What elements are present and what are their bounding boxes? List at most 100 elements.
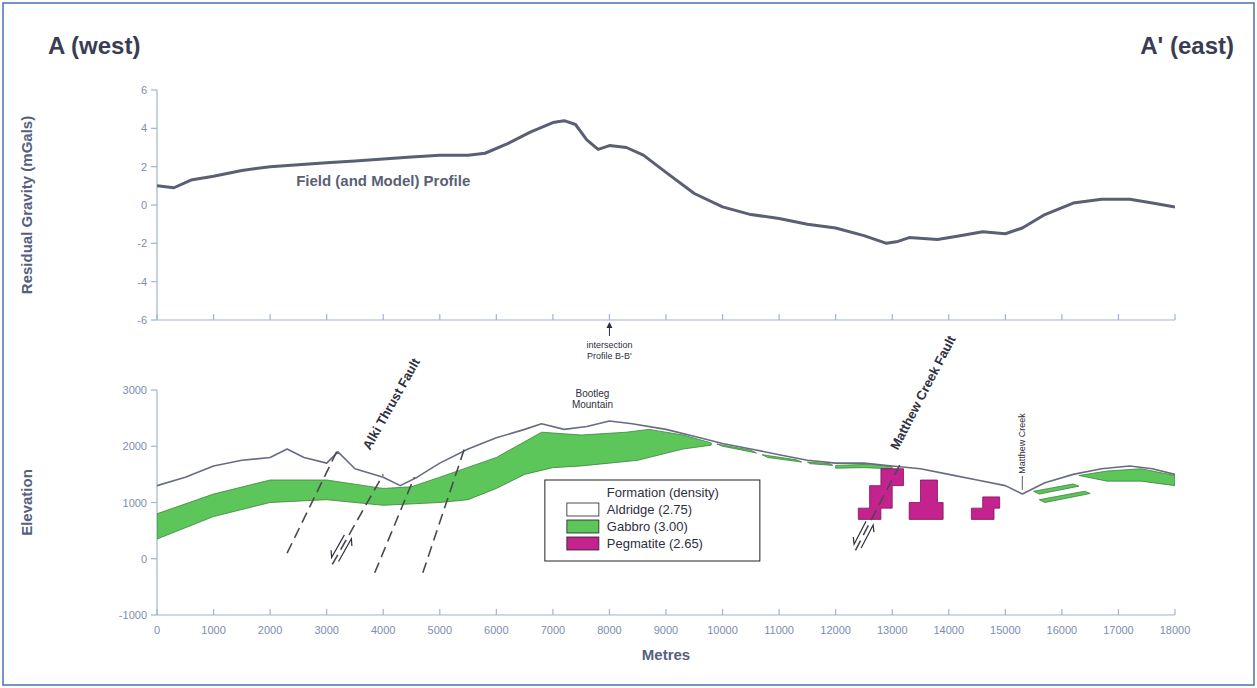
y-tick-label: 1000 [123, 497, 147, 509]
x-tick-label: 9000 [654, 624, 678, 636]
x-tick [1118, 609, 1119, 615]
annotation-text: Matthew Creek [1017, 413, 1027, 474]
x-tick [496, 609, 497, 615]
formation-body [909, 480, 943, 519]
y-tick [151, 281, 157, 282]
y-tick-label: 2 [141, 161, 147, 173]
x-tick-label: 5000 [428, 624, 452, 636]
y-axis-title: Residual Gravity (mGals) [18, 116, 35, 294]
axes: -6-4-20246Residual Gravity (mGals) [18, 84, 1175, 326]
legend-swatch [567, 520, 599, 533]
x-tick [835, 314, 836, 320]
x-tick [213, 314, 214, 320]
x-tick-label: 8000 [597, 624, 621, 636]
x-tick [1174, 314, 1175, 320]
header-left: A (west) [48, 32, 140, 59]
x-tick-label: 12000 [820, 624, 851, 636]
x-tick [948, 314, 949, 320]
annotation-arrowhead [606, 322, 612, 328]
x-tick [609, 314, 610, 320]
gravity-line [157, 121, 1175, 244]
y-tick [151, 614, 157, 615]
y-tick-label: -4 [137, 276, 147, 288]
x-tick [665, 609, 666, 615]
x-tick [326, 609, 327, 615]
y-tick-label: 3000 [123, 384, 147, 396]
x-tick-label: 14000 [933, 624, 964, 636]
x-tick-label: 16000 [1047, 624, 1078, 636]
x-tick [948, 609, 949, 615]
y-tick [151, 446, 157, 447]
y-tick-label: -1000 [119, 609, 147, 621]
y-tick [151, 166, 157, 167]
x-tick [213, 609, 214, 615]
x-tick [326, 314, 327, 320]
x-tick [156, 314, 157, 320]
x-tick-label: 15000 [990, 624, 1021, 636]
y-tick [151, 89, 157, 90]
y-tick-label: 6 [141, 84, 147, 96]
y-tick [151, 558, 157, 559]
fault-line [855, 463, 900, 550]
x-tick-label: 18000 [1160, 624, 1191, 636]
x-tick [779, 609, 780, 615]
x-tick [270, 609, 271, 615]
x-tick-label: 6000 [484, 624, 508, 636]
y-tick-label: -6 [137, 314, 147, 326]
figure: A (west)A' (east)-6-4-20246Residual Grav… [0, 0, 1257, 688]
legend-label: Gabbro (3.00) [607, 519, 688, 534]
x-tick-label: 0 [154, 624, 160, 636]
x-tick [439, 314, 440, 320]
legend-swatch [567, 503, 599, 516]
x-tick [722, 314, 723, 320]
annotation-text: Profile B-B' [587, 351, 632, 361]
legend-swatch [567, 537, 599, 550]
x-tick-label: 4000 [371, 624, 395, 636]
fault-arrow [853, 521, 866, 544]
fault-line [287, 449, 338, 553]
y-tick [151, 243, 157, 244]
y-tick [151, 204, 157, 205]
x-tick [439, 609, 440, 615]
x-tick-label: 11000 [764, 624, 794, 636]
axes: -100001000200030000100020003000400050006… [18, 384, 1190, 663]
x-tick-label: 13000 [877, 624, 908, 636]
series-label: Field (and Model) Profile [296, 172, 470, 189]
annotation-text: BootlegMountain [572, 388, 613, 410]
frame [3, 3, 1254, 685]
x-tick-label: 17000 [1103, 624, 1134, 636]
legend-title: Formation (density) [607, 485, 719, 500]
annotation-line: Bootleg [576, 388, 610, 399]
x-tick [383, 314, 384, 320]
x-tick [722, 609, 723, 615]
x-tick-label: 2000 [258, 624, 282, 636]
x-tick [552, 609, 553, 615]
plot-area [157, 121, 1175, 244]
legend-box [545, 480, 760, 561]
x-tick-label: 10000 [707, 624, 738, 636]
x-tick [779, 314, 780, 320]
x-tick [496, 314, 497, 320]
x-tick [1061, 314, 1062, 320]
fault-line [423, 446, 465, 573]
x-tick [665, 314, 666, 320]
fault-arrow [331, 535, 344, 558]
legend-label: Aldridge (2.75) [607, 502, 692, 517]
x-tick [892, 314, 893, 320]
y-tick [151, 389, 157, 390]
formation-body [971, 497, 999, 520]
annotation-line: Mountain [572, 399, 613, 410]
y-tick-label: -2 [137, 237, 147, 249]
x-tick [156, 609, 157, 615]
x-tick [1118, 314, 1119, 320]
x-tick [1174, 609, 1175, 615]
fault-line [332, 474, 383, 564]
y-tick [151, 502, 157, 503]
y-tick-label: 0 [141, 199, 147, 211]
formation-body [858, 469, 903, 520]
fault-arrow [861, 525, 874, 548]
x-tick [270, 314, 271, 320]
annotation-leader [1022, 476, 1023, 490]
x-tick [1005, 609, 1006, 615]
fault-label: Alki Thrust Fault [359, 355, 423, 452]
